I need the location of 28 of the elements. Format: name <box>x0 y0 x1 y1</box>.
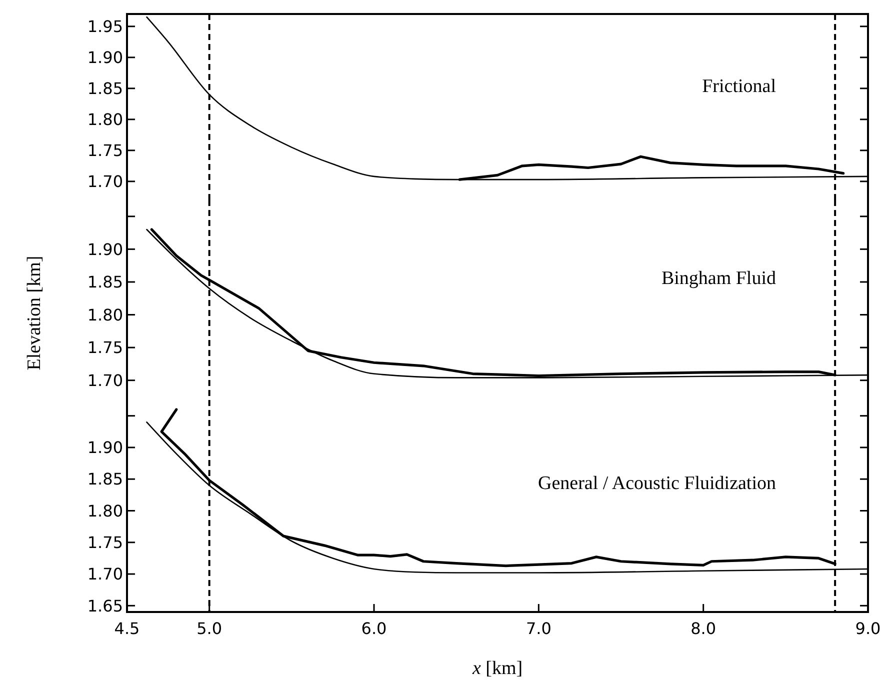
annotation: Bingham Fluid <box>661 268 776 289</box>
x-tick-label: 7.0 <box>526 619 552 638</box>
y-tick-label: 1.70 <box>87 564 123 584</box>
y-tick-label: 1.85 <box>87 470 123 489</box>
x-axis-title: x [km] <box>471 658 523 679</box>
y-tick-label: 1.95 <box>87 17 123 36</box>
annotation: Frictional <box>702 76 776 98</box>
y-tick-label: 1.75 <box>87 532 123 552</box>
y-tick-label: 1.85 <box>87 272 123 292</box>
y-tick-label: 1.85 <box>87 79 123 98</box>
x-tick-label: 9.0 <box>855 619 881 638</box>
y-axis-title: Elevation [km] <box>24 256 45 370</box>
y-tick-label: 1.70 <box>87 172 123 191</box>
x-tick-label: 5.0 <box>196 619 222 638</box>
y-tick-label: 1.90 <box>87 240 123 259</box>
y-tick-label: 1.65 <box>87 596 123 616</box>
x-tick-label: 6.0 <box>361 619 387 638</box>
y-tick-label: 1.75 <box>87 141 123 160</box>
y-tick-label: 1.75 <box>87 338 123 358</box>
y-tick-label: 1.90 <box>87 48 123 67</box>
x-tick-label: 8.0 <box>690 619 716 638</box>
y-tick-label: 1.70 <box>87 370 123 390</box>
y-tick-label: 1.80 <box>87 305 123 324</box>
x-tick-label: 4.5 <box>114 619 140 638</box>
y-tick-label: 1.80 <box>87 110 123 129</box>
y-tick-label: 1.80 <box>87 501 123 520</box>
annotation: General / Acoustic Fluidization <box>538 473 776 494</box>
y-tick-label: 1.90 <box>87 438 123 458</box>
